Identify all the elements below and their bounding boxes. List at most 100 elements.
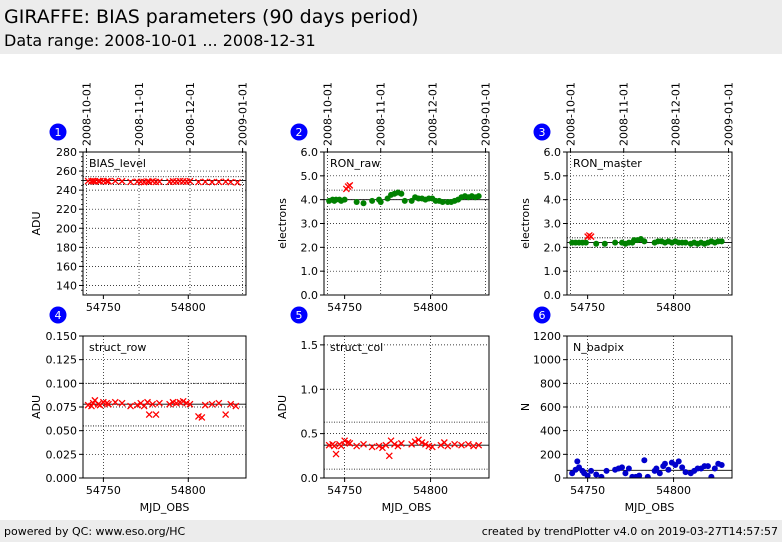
- data-points: [569, 231, 725, 247]
- panel-label: struct_row: [89, 341, 146, 354]
- data-point: [155, 399, 163, 407]
- data-point: [337, 442, 345, 450]
- x-tick-label: 54800: [413, 484, 448, 497]
- data-point: [598, 473, 605, 478]
- data-point: [375, 442, 383, 450]
- x-tick-label: 54800: [171, 301, 206, 314]
- data-point: [411, 438, 419, 446]
- data-point: [625, 465, 632, 472]
- x-tick-label: 54800: [171, 484, 206, 497]
- data-point: [127, 178, 135, 186]
- y-tick-label: 5.0: [301, 170, 319, 183]
- data-point: [118, 399, 126, 407]
- top-date-label: 2008-10-01: [321, 82, 334, 146]
- y-tick-label: 0.0: [544, 289, 562, 302]
- x-tick-label: 54800: [656, 484, 691, 497]
- top-date-label: 2008-11-01: [375, 82, 388, 146]
- data-point: [144, 398, 151, 406]
- panel-number-badge: [290, 123, 308, 141]
- x-tick-label: 54800: [413, 301, 448, 314]
- x-tick-label: 54750: [86, 301, 121, 314]
- data-point: [145, 411, 153, 419]
- data-point: [619, 464, 625, 471]
- y-tick-label: 160: [56, 260, 77, 273]
- data-point: [133, 401, 141, 409]
- data-point: [636, 472, 643, 478]
- panel-number-badge: [49, 123, 67, 141]
- y-tick-label: 140: [56, 279, 77, 292]
- x-axis-label: MJD_OBS: [625, 501, 675, 514]
- chart-panel-4: 0.000 0.025 0.050 0.075 0.100 0.125 0.150 54750…: [30, 306, 247, 514]
- data-point: [653, 465, 660, 472]
- data-point: [341, 437, 349, 445]
- data-point: [201, 178, 209, 186]
- panel-label: RON_raw: [330, 157, 380, 170]
- data-point: [166, 400, 174, 408]
- data-point: [127, 402, 135, 410]
- y-tick-label: 0.125: [46, 354, 78, 367]
- data-point: [208, 178, 216, 186]
- data-point: [428, 443, 436, 451]
- data-point: [232, 402, 240, 410]
- top-date-label: 2008-12-01: [669, 82, 682, 146]
- data-point: [208, 400, 216, 408]
- y-tick-label: 0.100: [46, 377, 78, 390]
- panel-number-badge: [49, 306, 67, 324]
- data-point: [401, 197, 408, 204]
- y-tick-label: 260: [56, 165, 77, 178]
- data-point: [368, 443, 376, 451]
- panel-number: 5: [296, 309, 303, 322]
- top-date-label: 2009-01-01: [723, 82, 736, 146]
- top-date-label: 2008-11-01: [618, 82, 631, 146]
- top-date-label: 2008-11-01: [133, 82, 146, 146]
- data-point: [644, 473, 651, 478]
- data-point: [369, 197, 376, 204]
- top-date-label: 2009-01-01: [237, 82, 250, 146]
- y-tick-label: 0.150: [46, 330, 78, 343]
- data-point: [612, 239, 619, 246]
- y-tick-label: 240: [56, 184, 77, 197]
- panel-label: RON_master: [573, 157, 642, 170]
- x-tick-label: 54800: [656, 301, 691, 314]
- data-point: [593, 240, 600, 247]
- data-point: [152, 411, 160, 419]
- data-point: [588, 467, 595, 474]
- data-points: [325, 436, 483, 460]
- data-point: [353, 199, 360, 206]
- y-tick-label: 800: [540, 377, 561, 390]
- outlier-point: [587, 233, 595, 241]
- report-footer: powered by QC: www.eso.org/HC created by…: [0, 520, 782, 542]
- panel-label: N_badpix: [573, 341, 624, 354]
- data-point: [103, 177, 111, 185]
- data-point: [111, 398, 119, 406]
- data-point: [682, 239, 689, 246]
- data-point: [464, 440, 472, 448]
- top-date-label: 2008-12-01: [184, 82, 197, 146]
- data-point: [89, 177, 97, 185]
- y-tick-label: 6.0: [301, 146, 319, 159]
- data-point: [341, 196, 348, 203]
- chart-panel-5: 0.0 0.5 1.0 1.5 54750 54800 struct_col ADU MJD_O…: [276, 306, 490, 514]
- data-point: [418, 439, 426, 446]
- data-point: [186, 400, 194, 408]
- y-tick-label: 3.0: [301, 218, 319, 231]
- y-tick-label: 4.0: [544, 194, 562, 207]
- data-points: [84, 177, 241, 186]
- top-date-label: 2009-01-01: [480, 82, 493, 146]
- data-point: [105, 400, 112, 408]
- y-tick-label: 280: [56, 146, 77, 159]
- data-point: [222, 411, 230, 419]
- data-point: [711, 465, 718, 472]
- data-points: [326, 181, 482, 207]
- y-tick-label: 1.0: [301, 265, 319, 278]
- data-point: [601, 240, 608, 247]
- panel-number-badge: [290, 306, 308, 324]
- data-point: [603, 467, 610, 474]
- y-tick-label: 2.0: [301, 241, 319, 254]
- top-date-label: 2008-12-01: [426, 82, 439, 146]
- y-tick-label: 1.0: [544, 265, 562, 278]
- data-point: [470, 442, 477, 450]
- data-point: [149, 400, 157, 408]
- top-date-label: 2008-10-01: [564, 82, 577, 146]
